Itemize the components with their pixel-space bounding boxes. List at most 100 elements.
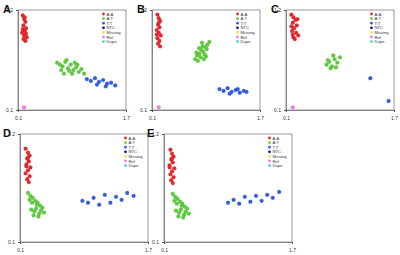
tick: 0.1 — [161, 242, 168, 253]
legend-swatch — [370, 36, 373, 39]
tick: 0.1 — [8, 239, 20, 245]
point — [85, 77, 89, 81]
axis-line — [165, 243, 293, 245]
legend-swatch — [268, 141, 271, 144]
legend-swatch — [268, 150, 271, 153]
point — [296, 34, 300, 38]
point — [24, 171, 28, 175]
tick-mark — [148, 242, 149, 244]
point — [24, 39, 28, 43]
panel: 0.11.70.11.2 A:AA:TT:TNTCMissingRefDupe — [8, 131, 152, 252]
point — [331, 54, 335, 58]
point — [86, 201, 90, 205]
tick: 0.1 — [140, 107, 152, 113]
legend-label: Dupe — [375, 39, 386, 44]
tick-label: 0.1 — [274, 107, 281, 113]
legend: A:AA:TT:TNTCMissingRefDupe — [102, 12, 121, 45]
point — [25, 35, 29, 39]
point — [334, 65, 338, 69]
tick: 0.1 — [283, 110, 290, 121]
legend-swatch — [124, 164, 127, 167]
points — [290, 13, 391, 109]
point — [26, 156, 30, 160]
point — [156, 13, 160, 17]
panel: 0.11.70.11.2A:AA:TT:TNTCMissingRefDupe — [274, 7, 398, 120]
x-axis: 0.1 1.7 — [161, 242, 296, 253]
legend-swatch — [370, 22, 373, 25]
legend-swatch — [268, 155, 271, 158]
legend-entry: Dupe — [236, 39, 251, 44]
legend: A:AA:TT:TNTCMissingRefDupe — [124, 136, 143, 169]
tick-label: 1.7 — [289, 247, 296, 253]
point — [168, 166, 172, 170]
x-axis: 0.1 1.7 — [149, 110, 264, 121]
point — [37, 215, 41, 219]
point — [254, 194, 258, 198]
tick-mark — [16, 10, 18, 11]
point — [169, 172, 173, 176]
legend-swatch — [124, 160, 127, 163]
point — [271, 196, 275, 200]
y-axis: 0.11.2 — [274, 7, 286, 113]
point — [61, 64, 65, 68]
point — [109, 81, 113, 85]
legend-swatch — [102, 26, 105, 29]
points — [24, 147, 136, 218]
point — [101, 78, 105, 82]
legend-swatch — [102, 22, 105, 25]
legend-swatch — [268, 160, 271, 163]
plot-frame — [18, 10, 126, 110]
point — [277, 190, 281, 194]
point — [30, 201, 34, 205]
tick-mark — [162, 134, 164, 135]
point — [177, 215, 181, 219]
point — [114, 195, 118, 199]
point — [158, 44, 162, 48]
legend: A:AA:TT:TNTCMissingRefDupe — [236, 12, 255, 45]
tick-mark — [150, 10, 152, 11]
legend-swatch — [370, 40, 373, 43]
point — [218, 87, 222, 91]
legend-swatch — [370, 26, 373, 29]
point — [24, 147, 28, 151]
panel-title: E — [147, 127, 154, 139]
point — [80, 67, 84, 71]
tick-mark — [260, 110, 261, 112]
point — [104, 84, 108, 88]
legend-swatch — [268, 146, 271, 149]
point — [204, 54, 208, 58]
tick-mark — [162, 242, 164, 243]
x-axis: 0.11.7 — [17, 242, 152, 253]
y-axis: 0.11.2 — [8, 131, 20, 245]
plot-frame — [164, 134, 292, 242]
tick: 1.7 — [257, 110, 264, 121]
legend-swatch — [236, 26, 239, 29]
point — [238, 91, 242, 95]
point — [226, 201, 230, 205]
point — [24, 20, 28, 24]
point — [62, 72, 66, 76]
tick-label: 0.1 — [17, 247, 24, 253]
point — [109, 201, 113, 205]
point — [113, 84, 117, 88]
axis-line — [162, 135, 165, 243]
point — [293, 37, 297, 41]
point — [97, 203, 101, 207]
point — [170, 157, 174, 161]
point — [232, 198, 236, 202]
tick: 0.1 — [149, 110, 156, 121]
axis-line — [18, 135, 21, 243]
legend-swatch — [236, 22, 239, 25]
point — [73, 61, 77, 65]
point — [243, 195, 247, 199]
point — [95, 83, 99, 87]
legend-swatch — [124, 146, 127, 149]
axis-line — [21, 243, 149, 245]
axis-line — [19, 111, 127, 113]
point — [175, 202, 179, 206]
point — [42, 211, 46, 215]
legend-label: Dupe — [241, 39, 252, 44]
point — [200, 41, 204, 45]
tick: 0.1 — [15, 110, 22, 121]
point — [24, 32, 28, 36]
